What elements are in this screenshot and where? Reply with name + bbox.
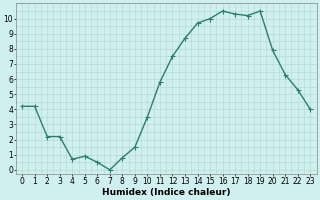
X-axis label: Humidex (Indice chaleur): Humidex (Indice chaleur) bbox=[102, 188, 230, 197]
